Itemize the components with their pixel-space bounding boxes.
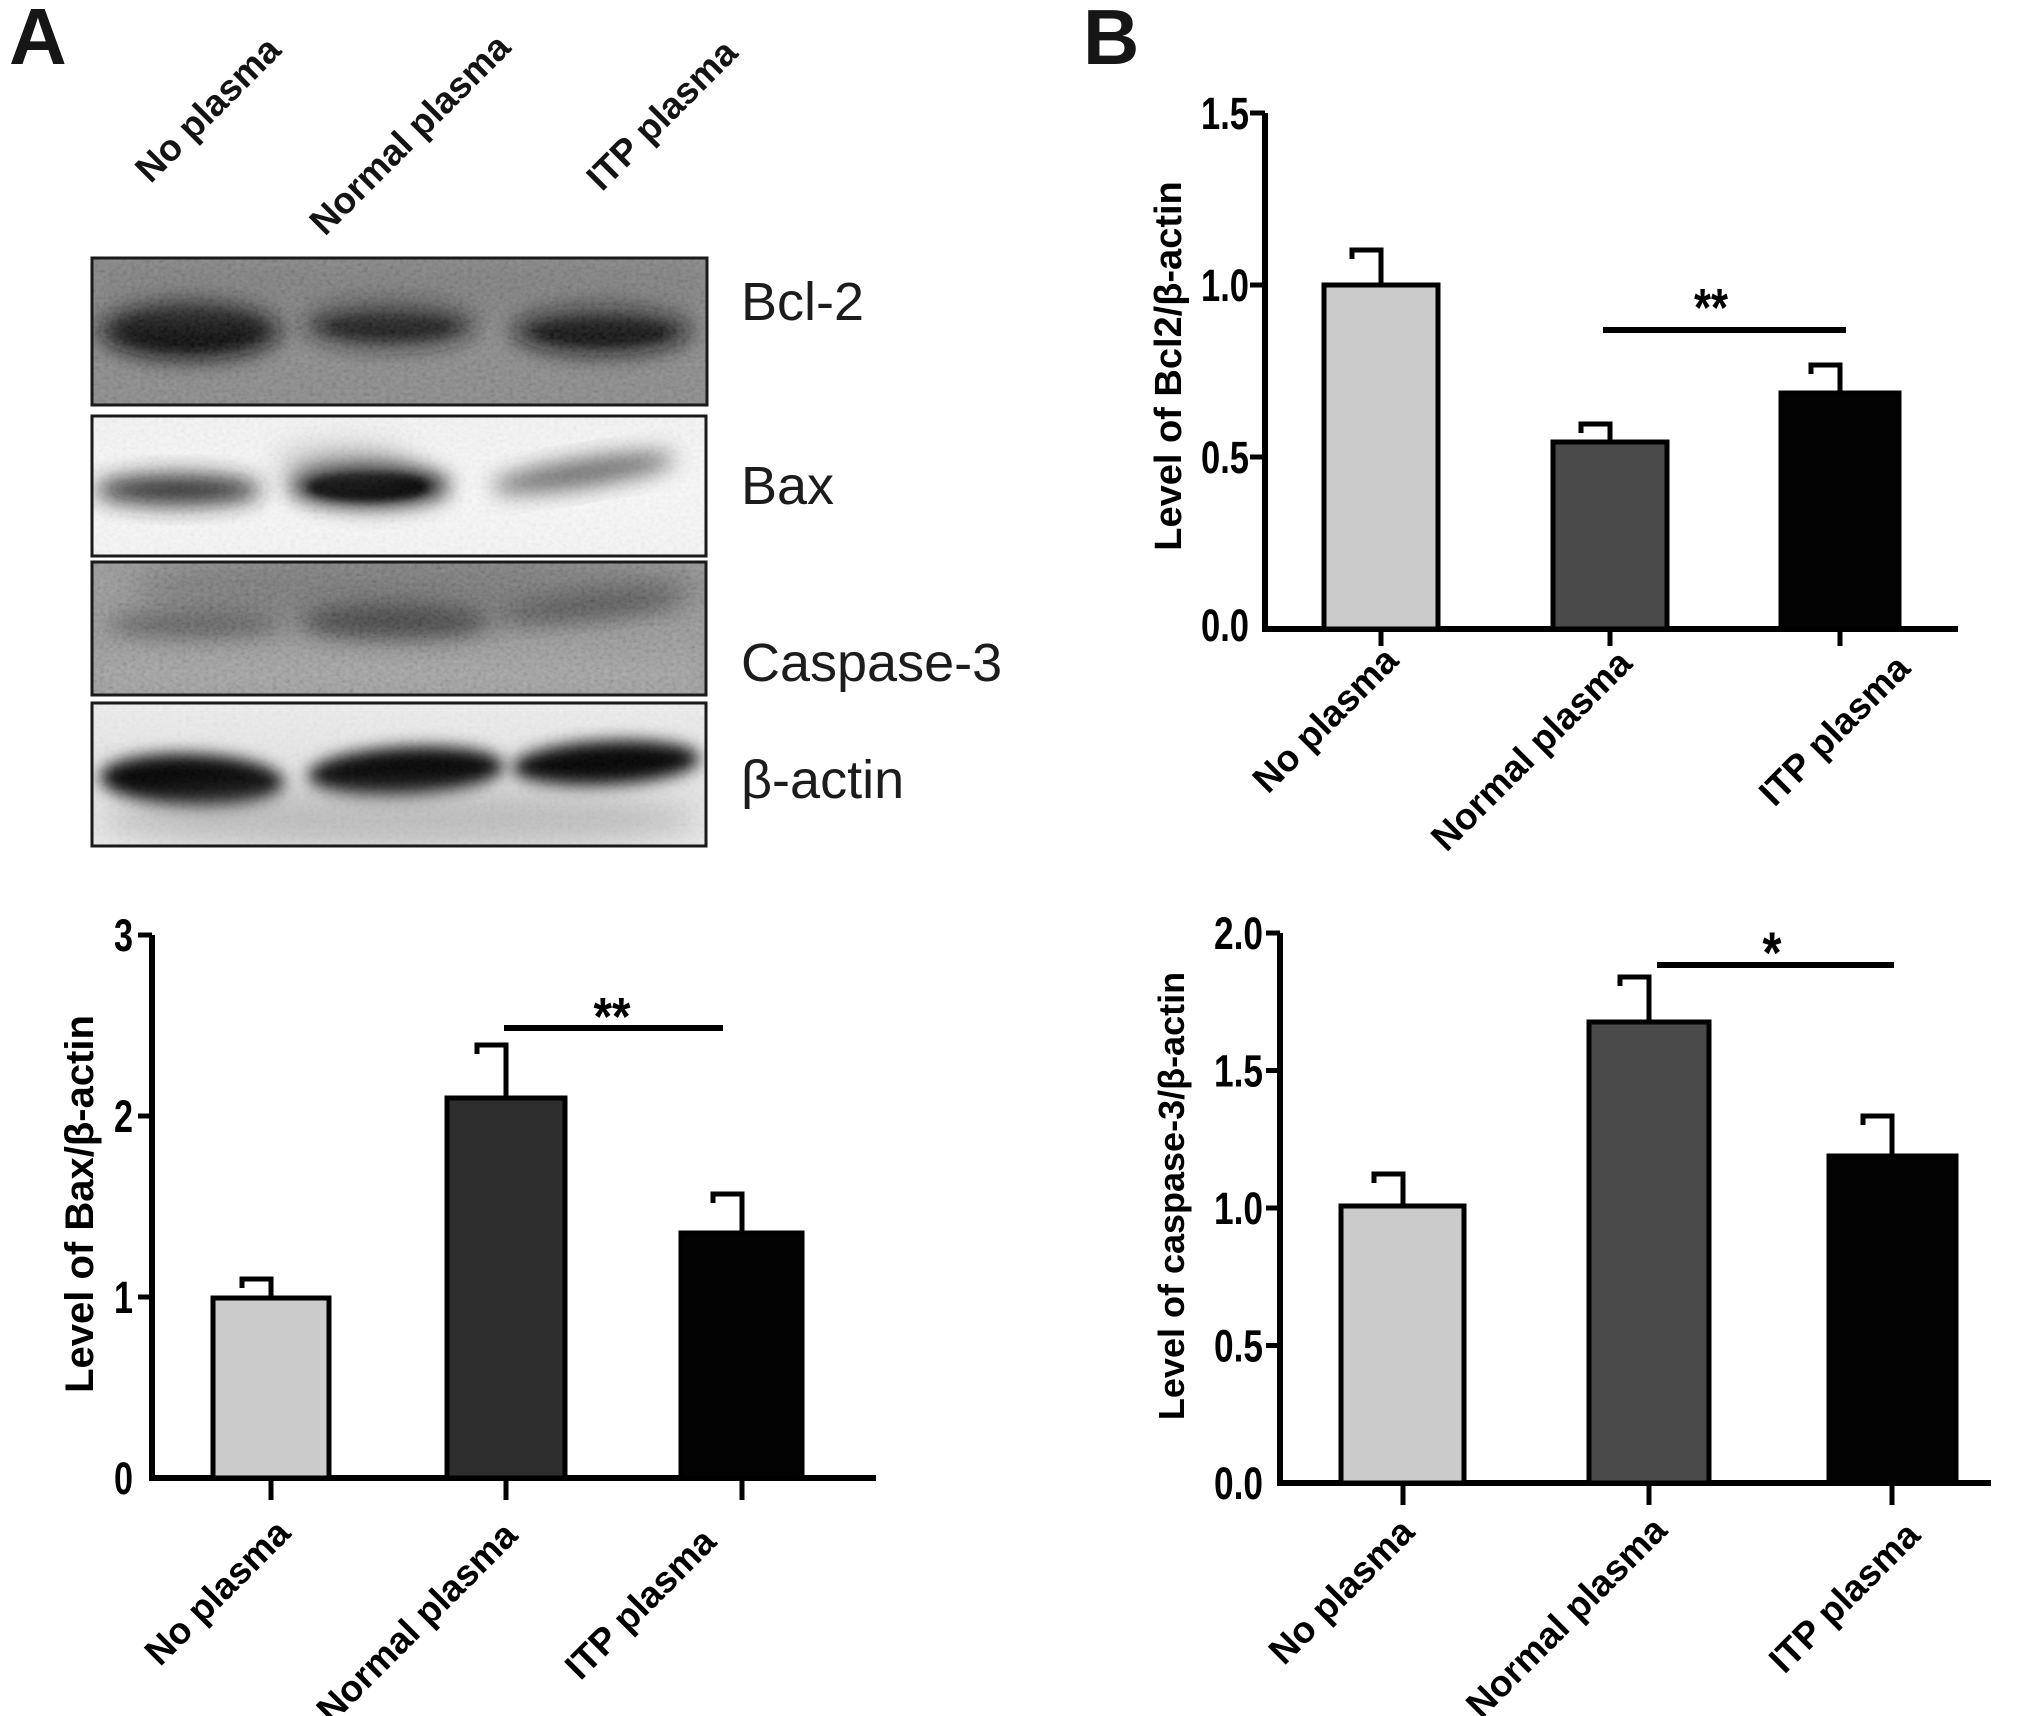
- svg-text:**: **: [594, 987, 631, 1047]
- svg-text:ITP plasma: ITP plasma: [557, 1520, 724, 1687]
- svg-text:1.5: 1.5: [1214, 1046, 1263, 1097]
- svg-text:No plasma: No plasma: [1245, 639, 1407, 801]
- svg-text:Normal plasma: Normal plasma: [1458, 1509, 1675, 1716]
- svg-text:1.5: 1.5: [1201, 88, 1249, 139]
- svg-text:ITP plasma: ITP plasma: [1751, 647, 1918, 814]
- svg-text:Normal plasma: Normal plasma: [302, 26, 519, 243]
- svg-text:*: *: [1763, 921, 1782, 986]
- svg-text:No plasma: No plasma: [127, 28, 289, 190]
- svg-text:2.0: 2.0: [1214, 908, 1263, 959]
- svg-text:Bax: Bax: [741, 456, 834, 516]
- svg-text:Level of Bcl2/β-actin: Level of Bcl2/β-actin: [1148, 181, 1190, 551]
- svg-text:1.0: 1.0: [1201, 260, 1249, 311]
- svg-text:A: A: [9, 0, 67, 81]
- svg-text:**: **: [1694, 278, 1728, 338]
- svg-text:1: 1: [114, 1272, 133, 1323]
- svg-text:B: B: [1083, 0, 1139, 81]
- svg-text:Level of Bax/β-actin: Level of Bax/β-actin: [58, 1015, 102, 1393]
- svg-text:0: 0: [114, 1453, 133, 1504]
- svg-text:No plasma: No plasma: [1261, 1510, 1423, 1672]
- svg-text:Bcl-2: Bcl-2: [741, 272, 864, 332]
- svg-text:β-actin: β-actin: [741, 750, 904, 810]
- svg-text:Caspase-3: Caspase-3: [741, 633, 1002, 693]
- svg-text:No plasma: No plasma: [137, 1511, 299, 1673]
- svg-text:3: 3: [114, 910, 133, 961]
- svg-text:Normal plasma: Normal plasma: [1423, 642, 1640, 859]
- svg-text:ITP plasma: ITP plasma: [579, 31, 746, 198]
- svg-text:Level of caspase-3/β-actin: Level of caspase-3/β-actin: [1151, 972, 1192, 1420]
- svg-text:ITP plasma: ITP plasma: [1761, 1514, 1928, 1681]
- svg-text:0.0: 0.0: [1214, 1458, 1263, 1509]
- svg-text:Normal plasma: Normal plasma: [309, 1514, 526, 1716]
- svg-text:0.5: 0.5: [1214, 1321, 1263, 1372]
- svg-text:0.0: 0.0: [1201, 600, 1249, 651]
- svg-text:2: 2: [114, 1091, 133, 1142]
- svg-text:0.5: 0.5: [1201, 432, 1249, 483]
- svg-text:1.0: 1.0: [1214, 1183, 1263, 1234]
